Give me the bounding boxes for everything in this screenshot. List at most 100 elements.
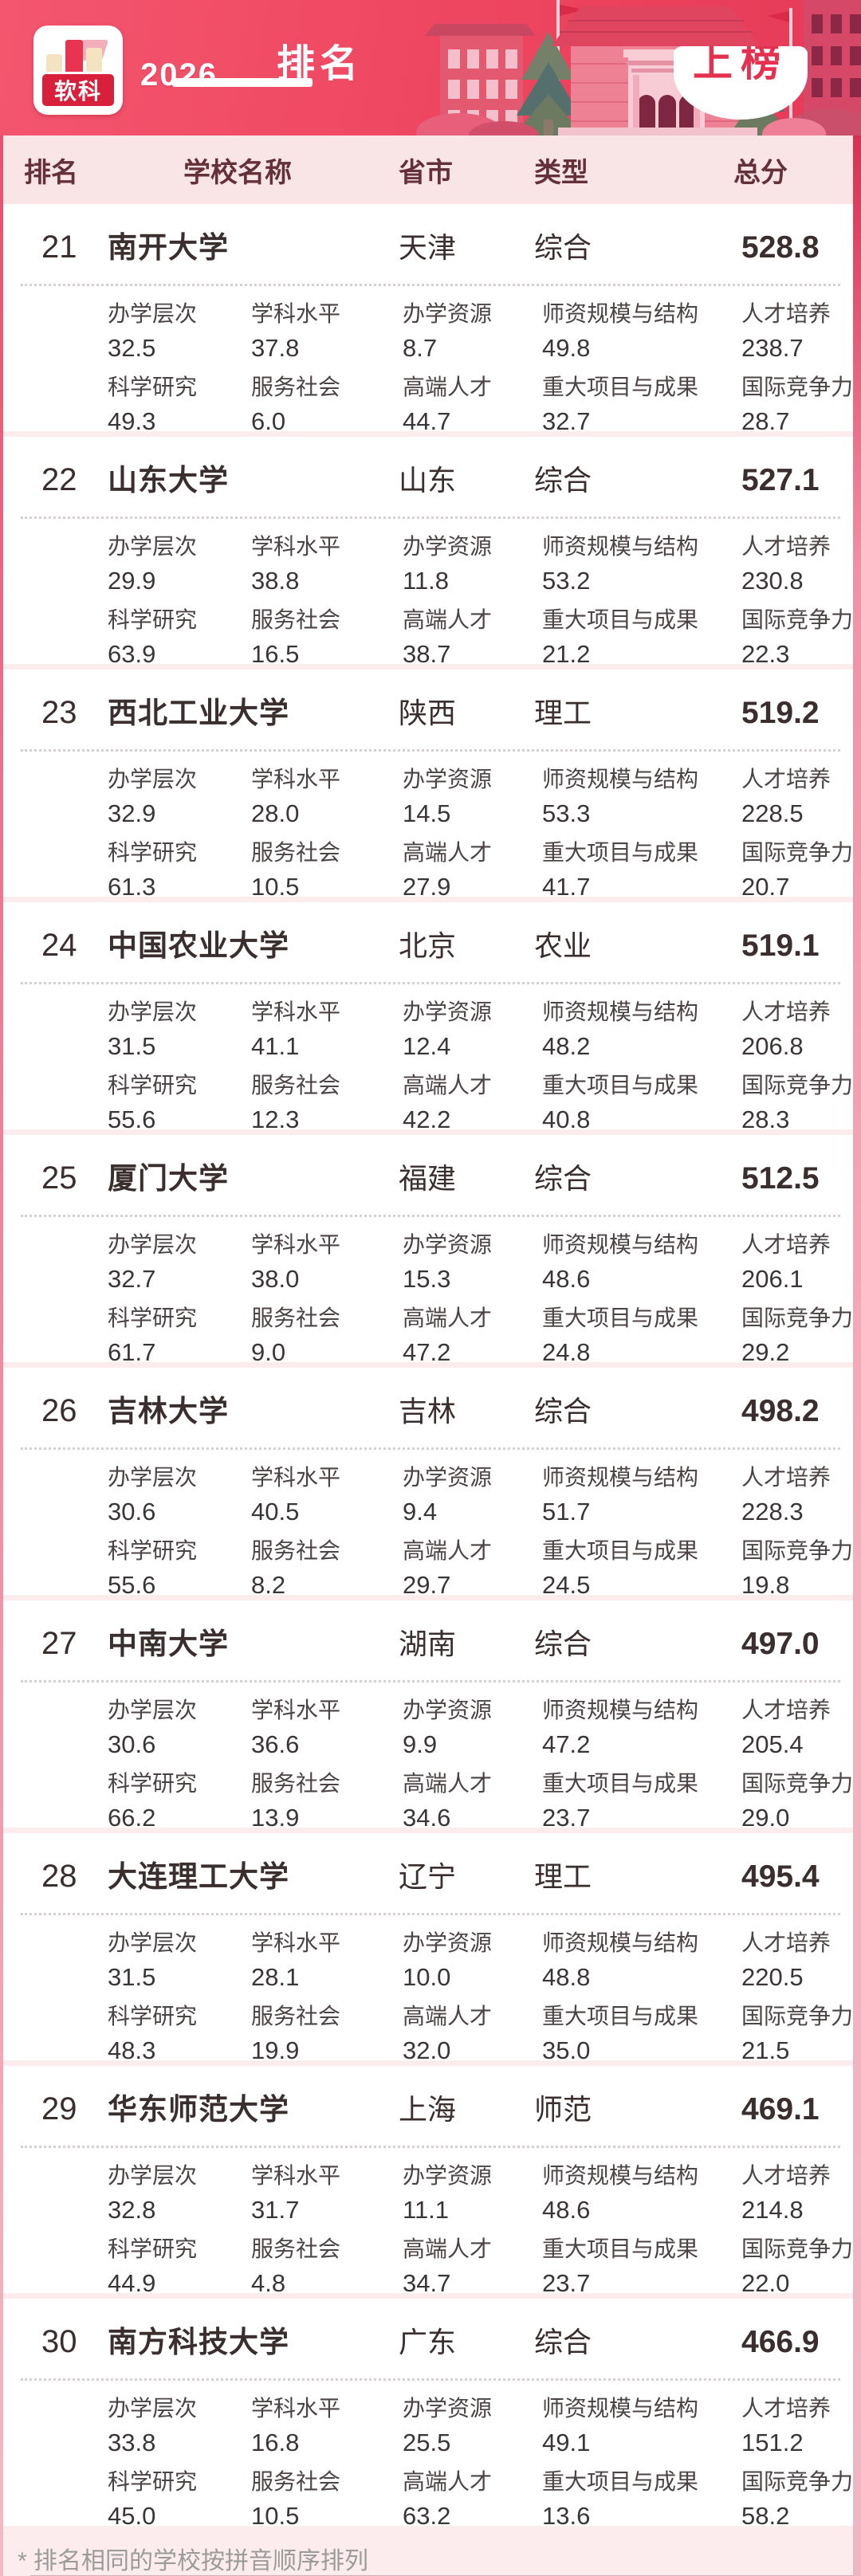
type-cell: 理工 <box>534 1860 592 1893</box>
metric-cell: 师资规模与结构 49.1 <box>542 2395 741 2457</box>
metric-cell: 科学研究 49.3 <box>108 374 251 431</box>
metric-label: 科学研究 <box>108 1771 198 1796</box>
metric-value: 63.2 <box>403 2502 451 2526</box>
metric-label: 人才培养 <box>741 1698 832 1722</box>
ranking-card[interactable]: 23 西北工业大学 陕西 理工 519.2 办学层次 32.9 学科水平 28.0 … <box>0 670 861 897</box>
metric-value: 29.9 <box>108 567 156 595</box>
dotted-divider <box>21 516 840 519</box>
ranking-card[interactable]: 21 南开大学 天津 综合 528.8 办学层次 32.5 学科水平 37.8 办学… <box>0 204 861 431</box>
metric-cell: 重大项目与成果 13.6 <box>542 2468 741 2526</box>
metric-label: 国际竞争力 <box>741 1771 854 1796</box>
ranking-card[interactable]: 30 南方科技大学 广东 综合 466.9 办学层次 33.8 学科水平 16.8 … <box>0 2299 861 2526</box>
metric-cell: 办学层次 30.6 <box>108 1697 251 1759</box>
metric-cell: 重大项目与成果 23.7 <box>542 1770 741 1828</box>
metric-label: 办学资源 <box>403 767 493 791</box>
metric-value: 20.7 <box>741 873 790 897</box>
metric-cell: 办学层次 30.6 <box>108 1464 251 1526</box>
metric-cell: 服务社会 8.2 <box>251 1537 403 1595</box>
metric-value: 9.9 <box>403 1730 438 1758</box>
metric-value: 31.5 <box>108 1032 156 1060</box>
metric-value: 10.5 <box>251 873 300 897</box>
province-cell: 辽宁 <box>399 1860 457 1893</box>
metric-label: 师资规模与结构 <box>542 534 699 559</box>
metric-row-2: 科学研究 63.9 服务社会 16.5 高端人才 38.7 重大项目与成果 21.2 国… <box>0 607 861 664</box>
metric-cell: 服务社会 10.5 <box>251 2468 403 2526</box>
province-cell: 湖南 <box>399 1628 457 1660</box>
metric-label: 办学资源 <box>403 1232 493 1257</box>
ranking-card[interactable]: 28 大连理工大学 辽宁 理工 495.4 办学层次 31.5 学科水平 28.1 … <box>0 1833 861 2060</box>
metric-cell: 办学层次 33.8 <box>108 2395 251 2457</box>
metric-cell: 办学资源 12.4 <box>403 999 542 1061</box>
metric-cell: 科学研究 45.0 <box>108 2468 251 2526</box>
metric-value: 33.8 <box>108 2429 156 2456</box>
metric-value: 47.2 <box>403 1338 451 1362</box>
metric-cell: 重大项目与成果 32.7 <box>542 374 741 431</box>
metric-label: 师资规模与结构 <box>542 1465 699 1490</box>
school-name: 吉林大学 <box>108 1395 229 1427</box>
metric-label: 科学研究 <box>108 375 198 399</box>
metric-cell: 国际竞争力 22.3 <box>741 607 861 664</box>
metric-value: 53.3 <box>542 799 591 827</box>
metric-value: 38.7 <box>403 640 451 664</box>
ranking-card[interactable]: 27 中南大学 湖南 综合 497.0 办学层次 30.6 学科水平 36.6 办学… <box>0 1600 861 1828</box>
metric-label: 人才培养 <box>741 1465 832 1490</box>
metric-label: 办学层次 <box>108 2396 198 2421</box>
rank-cell: 28 <box>41 1859 77 1894</box>
metric-value: 28.3 <box>741 1105 790 1129</box>
metric-label: 办学层次 <box>108 1930 198 1955</box>
ranking-card[interactable]: 26 吉林大学 吉林 综合 498.2 办学层次 30.6 学科水平 40.5 办学… <box>0 1368 861 1595</box>
metric-cell: 高端人才 44.7 <box>403 374 542 431</box>
ruanke-logo[interactable]: 软科 <box>33 26 123 115</box>
metric-label: 服务社会 <box>251 1538 341 1563</box>
ranking-card[interactable]: 24 中国农业大学 北京 农业 519.1 办学层次 31.5 学科水平 41.1 … <box>0 902 861 1129</box>
card-main-row: 26 吉林大学 吉林 综合 498.2 <box>0 1387 861 1430</box>
metric-row-1: 办学层次 30.6 学科水平 40.5 办学资源 9.4 师资规模与结构 51.7 人才… <box>0 1464 861 1526</box>
card-main-row: 30 南方科技大学 广东 综合 466.9 <box>0 2318 861 2361</box>
metric-cell: 重大项目与成果 21.2 <box>542 607 741 664</box>
ranking-card[interactable]: 22 山东大学 山东 综合 527.1 办学层次 29.9 学科水平 38.8 办学… <box>0 437 861 664</box>
metric-value: 29.2 <box>741 1338 790 1362</box>
metric-label: 办学资源 <box>403 301 493 326</box>
metric-cell: 办学层次 32.5 <box>108 300 251 363</box>
metric-row-2: 科学研究 45.0 服务社会 10.5 高端人才 63.2 重大项目与成果 13.6 国… <box>0 2468 861 2526</box>
metric-value: 40.8 <box>542 1105 591 1129</box>
right-edge-strip <box>853 135 861 2576</box>
metric-label: 国际竞争力 <box>741 1073 854 1098</box>
metric-cell: 重大项目与成果 41.7 <box>542 839 741 897</box>
metric-value: 24.5 <box>542 1571 591 1595</box>
metric-cell: 师资规模与结构 48.2 <box>542 999 741 1061</box>
metric-cell: 服务社会 6.0 <box>251 374 403 431</box>
metric-cell: 人才培养 206.8 <box>741 999 861 1061</box>
footer: * 排名相同的学校按拼音顺序排列 <box>0 2531 861 2576</box>
col-type: 类型 <box>534 157 588 188</box>
metric-value: 4.8 <box>251 2269 286 2293</box>
metric-cell: 人才培养 151.2 <box>741 2395 861 2457</box>
metric-row-1: 办学层次 31.5 学科水平 28.1 办学资源 10.0 师资规模与结构 48.8 人… <box>0 1930 861 1992</box>
metric-value: 29.7 <box>403 1571 451 1595</box>
metric-value: 9.0 <box>251 1338 286 1362</box>
dotted-divider <box>21 2378 840 2381</box>
ranking-card[interactable]: 29 华东师范大学 上海 师范 469.1 办学层次 32.8 学科水平 31.7 … <box>0 2066 861 2293</box>
metric-cell: 科学研究 63.9 <box>108 607 251 664</box>
ranking-card[interactable]: 25 厦门大学 福建 综合 512.5 办学层次 32.7 学科水平 38.0 办学… <box>0 1135 861 1362</box>
metric-cell: 服务社会 12.3 <box>251 1072 403 1129</box>
metric-cell: 办学资源 14.5 <box>403 766 542 828</box>
metric-row-1: 办学层次 30.6 学科水平 36.6 办学资源 9.9 师资规模与结构 47.2 人才… <box>0 1697 861 1759</box>
metric-row-1: 办学层次 32.7 学科水平 38.0 办学资源 15.3 师资规模与结构 48.6 人… <box>0 1231 861 1294</box>
metric-value: 58.2 <box>741 2502 790 2526</box>
metric-cell: 学科水平 38.8 <box>251 533 403 595</box>
metric-value: 44.7 <box>403 407 451 431</box>
metric-cell: 高端人才 34.7 <box>403 2236 542 2293</box>
metric-value: 55.6 <box>108 1571 156 1595</box>
metric-cell: 科学研究 66.2 <box>108 1770 251 1828</box>
province-cell: 山东 <box>399 464 457 497</box>
metric-cell: 办学资源 11.8 <box>403 533 542 595</box>
metric-value: 13.6 <box>542 2502 591 2526</box>
score-cell: 497.0 <box>741 1627 820 1661</box>
metric-cell: 人才培养 238.7 <box>741 300 861 363</box>
metric-label: 重大项目与成果 <box>542 2004 699 2028</box>
metric-cell: 重大项目与成果 40.8 <box>542 1072 741 1129</box>
metric-label: 师资规模与结构 <box>542 1232 699 1257</box>
school-name: 大连理工大学 <box>108 1860 289 1893</box>
metric-value: 47.2 <box>542 1730 591 1758</box>
